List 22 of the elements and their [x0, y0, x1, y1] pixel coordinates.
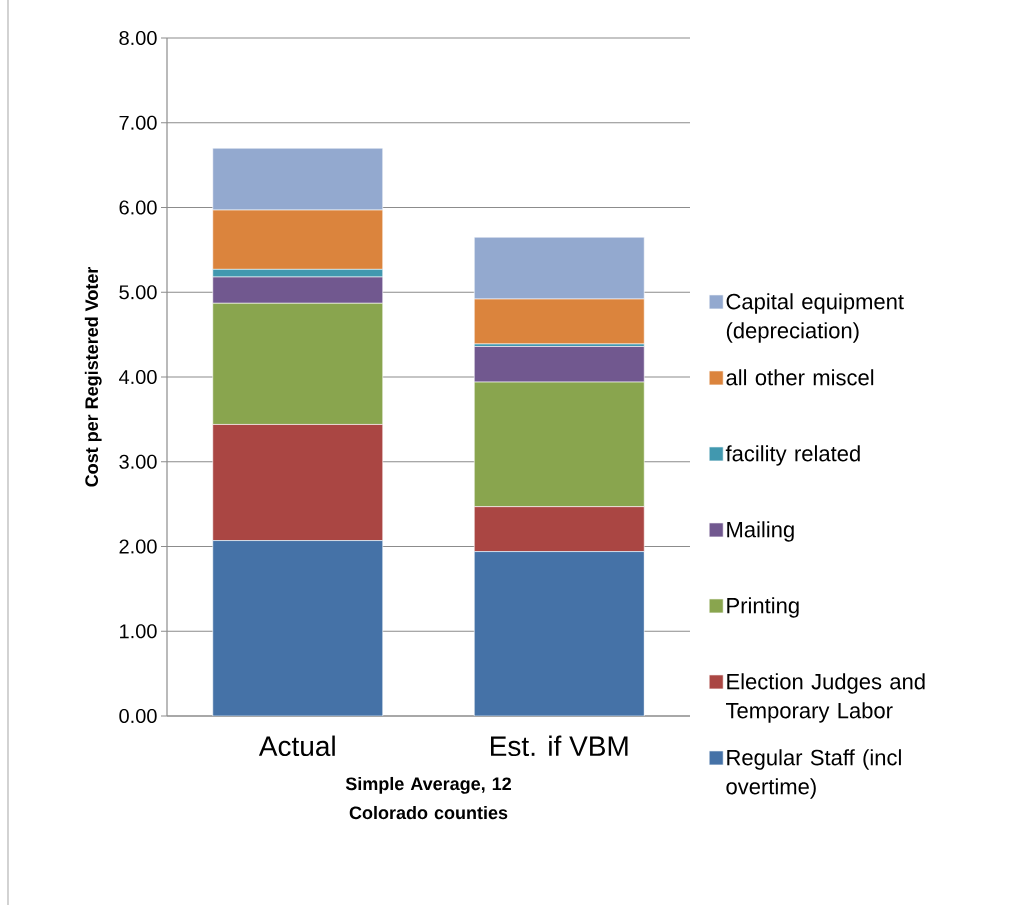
y-tick-label: 0.00: [119, 708, 157, 724]
y-tick-label: 1.00: [120, 624, 157, 639]
y-tick-label: 4.00: [119, 369, 157, 385]
x-tick-label: Actual: [258, 735, 335, 757]
y-tick-label: 2.00: [119, 539, 157, 554]
legend-label: Mailing: [727, 521, 794, 542]
legend-label: Printing: [727, 597, 799, 618]
legend-label: Capital equipment (depreciation): [726, 293, 904, 343]
bar: [212, 540, 384, 716]
legend-label: Election Judges and Temporary Labor: [726, 673, 925, 723]
x-tick-label: Est. if VBM: [491, 735, 628, 757]
y-tick-label: 6.00: [119, 200, 157, 215]
y-tick-label: 8.00: [119, 30, 157, 46]
x-axis-title: Simple Average, 12 Colorado counties: [345, 776, 511, 820]
bar: [473, 551, 645, 716]
legend-label: Regular Staff (incl overtime): [726, 749, 901, 799]
y-tick-label: 3.00: [119, 454, 157, 469]
legend-label: facility related: [725, 445, 860, 466]
y-tick-label: 5.00: [119, 285, 157, 300]
legend-label: all other miscel: [726, 369, 874, 386]
y-tick-label: 7.00: [119, 115, 157, 130]
y-axis-title: Cost per Registered Voter: [84, 266, 102, 487]
